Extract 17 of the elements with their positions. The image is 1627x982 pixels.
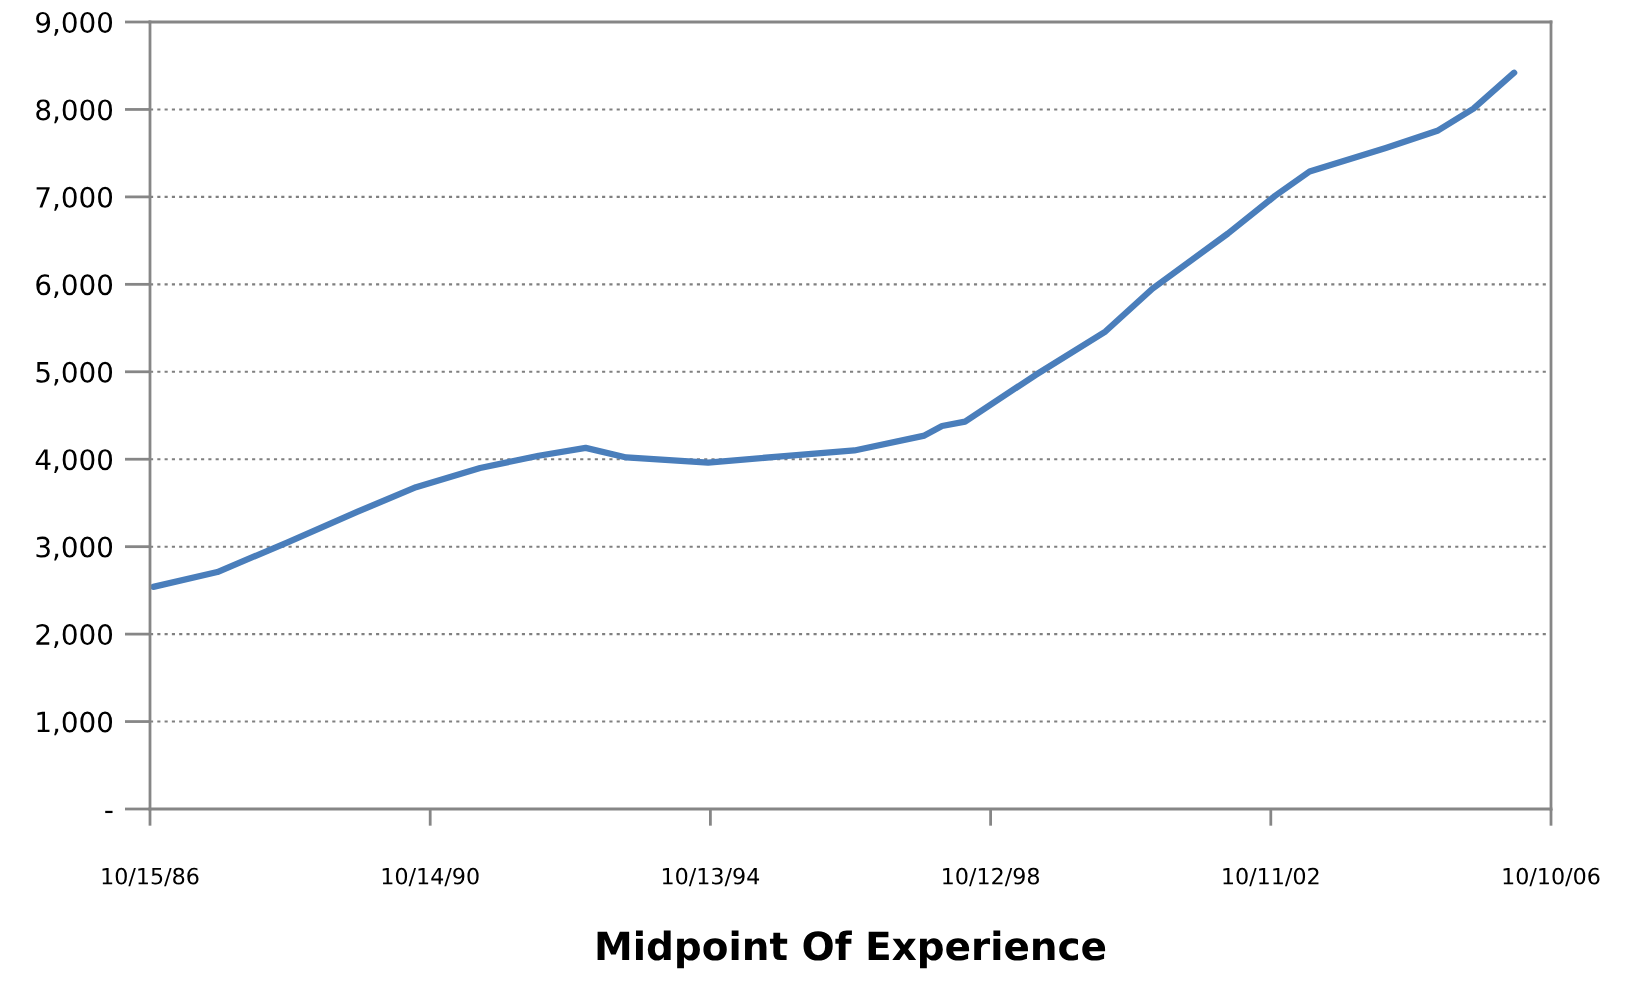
y-tick-label: 5,000 <box>36 361 113 386</box>
y-tick-label: 4,000 <box>35 449 113 473</box>
x-tick-label: 10/15/86 <box>102 867 199 887</box>
y-tick-label: 7,000 <box>36 186 113 211</box>
y-tick-label: 8,000 <box>36 99 113 124</box>
y-tick-label: 3,000 <box>36 536 113 561</box>
y-tick-label: 2,000 <box>36 624 113 648</box>
x-tick-label: 10/14/90 <box>382 867 479 887</box>
y-tick-label: - <box>105 810 113 814</box>
x-tick-label: 10/12/98 <box>943 867 1039 887</box>
x-axis-title: Midpoint Of Experience <box>597 930 1106 969</box>
x-tick-label: 10/11/02 <box>1223 867 1319 887</box>
y-tick-label: 1,000 <box>37 711 113 736</box>
x-tick-label: 10/13/94 <box>662 867 760 887</box>
y-tick-label: 9,000 <box>36 11 113 36</box>
x-tick-label: 10/10/06 <box>1503 867 1600 887</box>
y-tick-label: 6,000 <box>36 274 113 299</box>
